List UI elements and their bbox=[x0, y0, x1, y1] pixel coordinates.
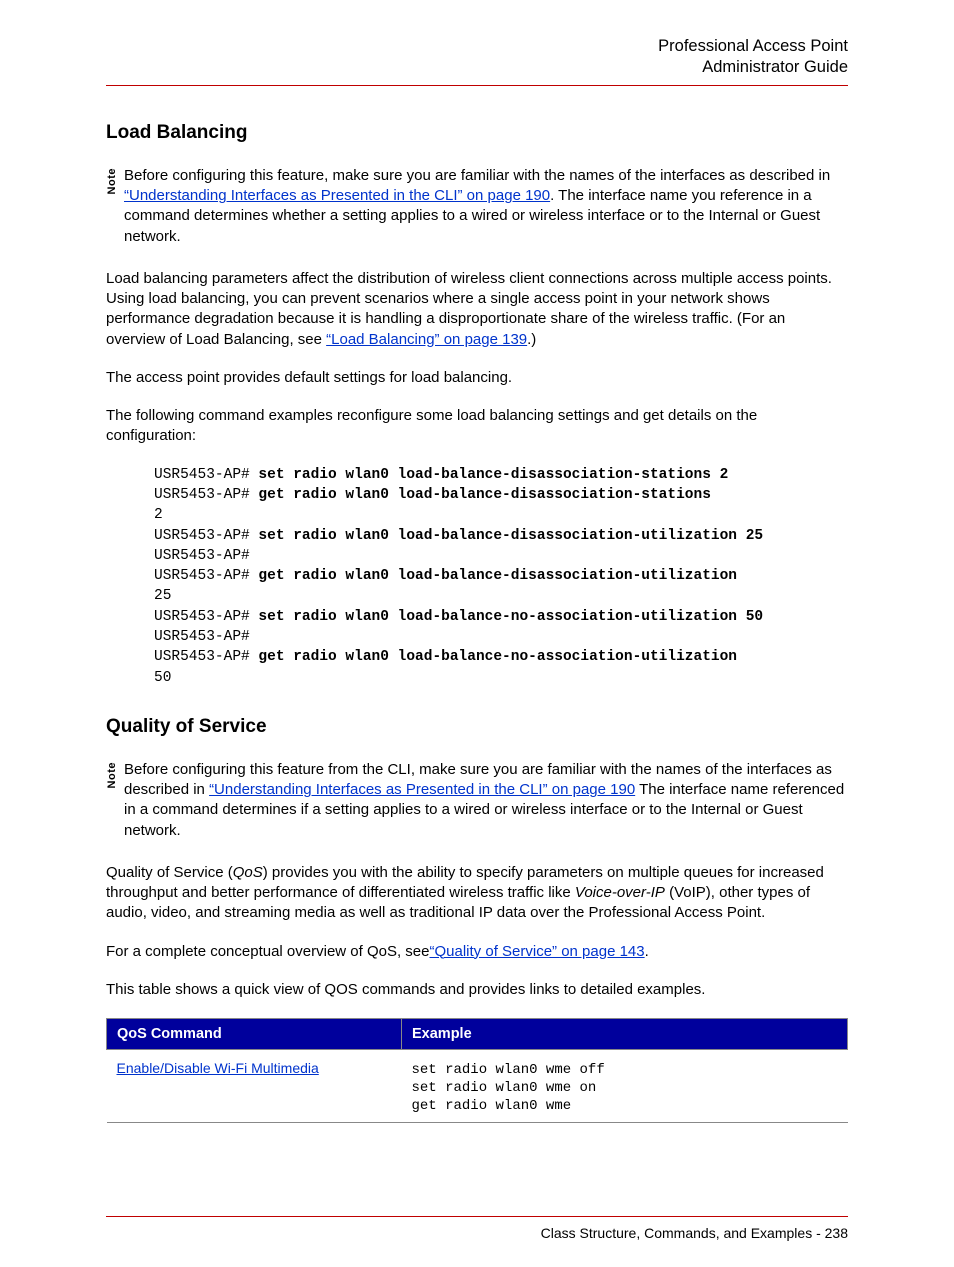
paragraph: Load balancing parameters affect the dis… bbox=[106, 269, 848, 350]
page-footer: Class Structure, Commands, and Examples … bbox=[541, 1225, 848, 1241]
paragraph: For a complete conceptual overview of Qo… bbox=[106, 942, 848, 962]
note-block: Note Before configuring this feature fro… bbox=[106, 760, 848, 841]
paragraph: The following command examples reconfigu… bbox=[106, 406, 848, 447]
page: Professional Access Point Administrator … bbox=[0, 0, 954, 1267]
note-block: Note Before configuring this feature, ma… bbox=[106, 166, 848, 247]
heading-quality-of-service: Quality of Service bbox=[106, 716, 848, 738]
paragraph: Quality of Service (QoS) provides you wi… bbox=[106, 863, 848, 924]
th-qos-command: QoS Command bbox=[107, 1019, 402, 1050]
header-line-2: Administrator Guide bbox=[702, 58, 848, 76]
cell-example: set radio wlan0 wme off set radio wlan0 … bbox=[402, 1050, 848, 1123]
link-enable-disable-wifi-multimedia[interactable]: Enable/Disable Wi-Fi Multimedia bbox=[117, 1060, 319, 1076]
paragraph: This table shows a quick view of QOS com… bbox=[106, 980, 848, 1000]
link-quality-of-service[interactable]: “Quality of Service” on page 143 bbox=[430, 943, 645, 960]
header-line-1: Professional Access Point bbox=[658, 37, 848, 55]
link-understanding-interfaces-2[interactable]: “Understanding Interfaces as Presented i… bbox=[209, 781, 635, 798]
heading-load-balancing: Load Balancing bbox=[106, 122, 848, 144]
link-load-balancing[interactable]: “Load Balancing” on page 139 bbox=[326, 331, 527, 348]
link-understanding-interfaces[interactable]: “Understanding Interfaces as Presented i… bbox=[124, 187, 550, 204]
paragraph: The access point provides default settin… bbox=[106, 368, 848, 388]
th-example: Example bbox=[402, 1019, 848, 1050]
note-label: Note bbox=[106, 762, 118, 788]
note-text: Before configuring this feature, make su… bbox=[124, 166, 848, 247]
qos-commands-table: QoS Command Example Enable/Disable Wi-Fi… bbox=[106, 1018, 848, 1123]
note-text: Before configuring this feature from the… bbox=[124, 760, 848, 841]
cell-command: Enable/Disable Wi-Fi Multimedia bbox=[107, 1050, 402, 1123]
footer-rule bbox=[106, 1216, 848, 1217]
note-label: Note bbox=[106, 168, 118, 194]
code-block: USR5453-AP# set radio wlan0 load-balance… bbox=[154, 465, 848, 688]
table-header-row: QoS Command Example bbox=[107, 1019, 848, 1050]
page-header: Professional Access Point Administrator … bbox=[106, 36, 848, 86]
table-row: Enable/Disable Wi-Fi Multimedia set radi… bbox=[107, 1050, 848, 1123]
